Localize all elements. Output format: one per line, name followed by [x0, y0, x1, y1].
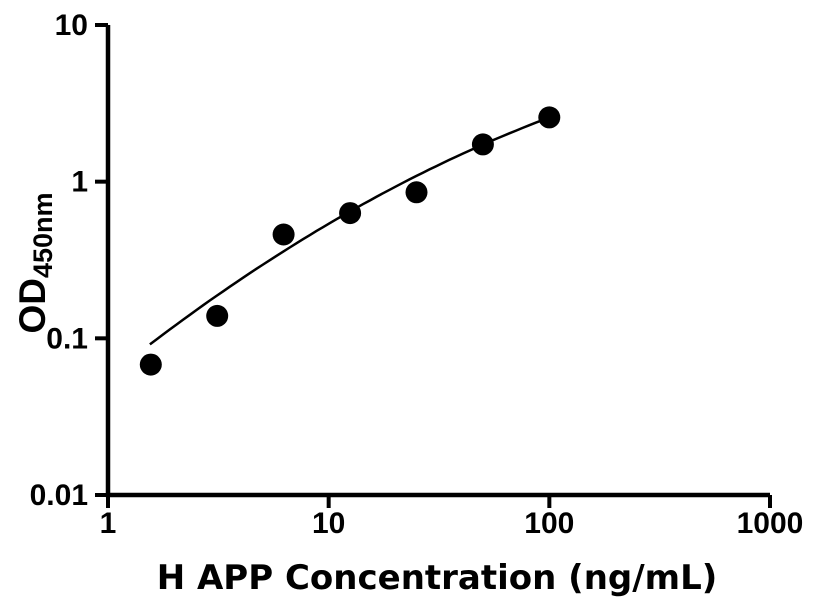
- x-axis-title: H APP Concentration (ng/mL): [157, 558, 718, 598]
- y-axis-title-main: OD: [12, 278, 53, 334]
- y-tick-label: 10: [55, 9, 88, 42]
- data-point: [272, 223, 295, 246]
- y-tick-label: 0.01: [30, 479, 88, 512]
- x-tick-label: 1000: [737, 507, 804, 540]
- x-axis-ticks: [106, 495, 773, 508]
- data-point: [538, 106, 561, 129]
- y-axis-ticks: [95, 22, 108, 497]
- axis-spines: [105, 25, 770, 498]
- y-axis-title-sub: 450nm: [28, 192, 58, 278]
- data-point: [405, 181, 428, 204]
- data-point: [471, 133, 494, 156]
- y-axis-tick-labels: 0.01 0.1 1 10: [30, 9, 88, 512]
- x-tick-label: 10: [312, 507, 345, 540]
- x-axis-tick-labels: 1 10 100 1000: [100, 507, 804, 540]
- data-point: [206, 304, 229, 327]
- y-tick-label: 0.1: [46, 322, 88, 355]
- y-axis-title: OD450nm: [12, 192, 58, 333]
- data-points: [139, 106, 561, 376]
- data-point: [339, 202, 362, 225]
- axes: 1 10 100 1000 0.01 0.1 1 10: [30, 9, 804, 540]
- x-tick-label: 1: [100, 507, 117, 540]
- y-tick-label: 1: [71, 166, 88, 199]
- x-tick-label: 100: [524, 507, 574, 540]
- data-point: [139, 353, 162, 376]
